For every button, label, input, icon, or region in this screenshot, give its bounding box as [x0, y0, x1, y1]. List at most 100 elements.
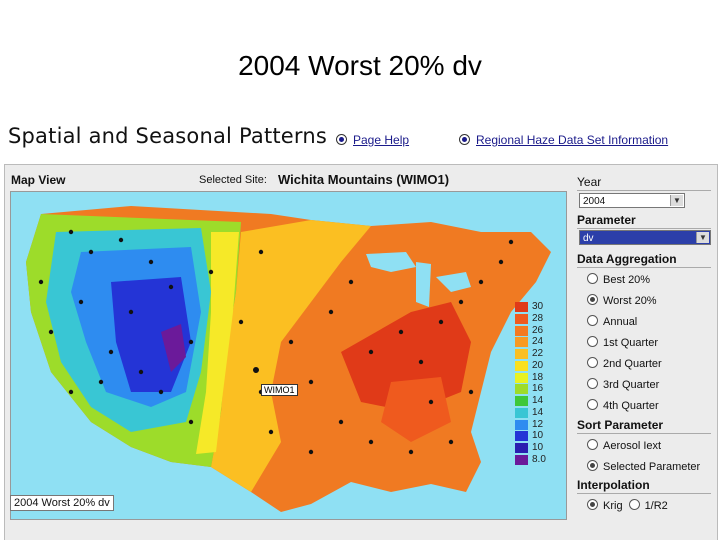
- scale-entry: 10: [515, 430, 563, 442]
- radio-option[interactable]: 3rd Quarter: [587, 377, 659, 391]
- radio-button-icon[interactable]: [587, 315, 598, 326]
- radio-label: 1st Quarter: [603, 337, 659, 349]
- scale-swatch: [515, 372, 528, 383]
- radio-option[interactable]: Best 20%: [587, 272, 650, 286]
- scale-swatch: [515, 313, 528, 324]
- slide-title: 2004 Worst 20% dv: [238, 50, 482, 81]
- year-label: Year: [577, 175, 711, 191]
- scale-entry: 16: [515, 383, 563, 395]
- radio-option[interactable]: 1st Quarter: [587, 335, 658, 349]
- radio-button-icon[interactable]: [587, 357, 598, 368]
- page-help-label: Page Help: [353, 133, 410, 147]
- scale-label: 18: [532, 371, 544, 383]
- color-scale-legend: 30 28 26 24 22 20 18 16 14 14 12 10 10 8.0: [515, 301, 563, 489]
- scale-swatch: [515, 407, 528, 418]
- scale-label: 8.0: [532, 453, 546, 465]
- radio-button-icon[interactable]: [587, 460, 598, 471]
- scale-label: 20: [532, 359, 544, 371]
- scale-swatch: [515, 360, 528, 371]
- chevron-down-icon[interactable]: ▼: [696, 232, 709, 243]
- radio-option[interactable]: Aerosol Iext: [587, 438, 661, 452]
- parameter-label: Parameter: [577, 213, 711, 229]
- scale-label: 24: [532, 336, 544, 348]
- scale-swatch: [515, 454, 528, 465]
- scale-entry: 10: [515, 442, 563, 454]
- scale-label: 12: [532, 418, 544, 430]
- radio-label: Aerosol Iext: [603, 440, 662, 452]
- radio-option[interactable]: Annual: [587, 314, 637, 328]
- radio-button-icon[interactable]: [587, 378, 598, 389]
- selected-site-value: Wichita Mountains (WIMO1): [278, 172, 450, 187]
- scale-label: 16: [532, 383, 544, 395]
- scale-label: 14: [532, 395, 544, 406]
- radio-button-icon[interactable]: [587, 499, 598, 510]
- scale-label: 10: [532, 430, 544, 442]
- radio-label: Krig: [603, 500, 623, 512]
- scale-entry: 22: [515, 348, 563, 360]
- scale-swatch: [515, 443, 528, 453]
- regional-haze-label: Regional Haze Data Set Information: [476, 133, 669, 147]
- parameter-select[interactable]: dv ▼: [579, 230, 711, 245]
- interp-option[interactable]: Krig: [587, 499, 623, 512]
- radio-label: 1/R2: [644, 500, 668, 512]
- scale-entry: 14: [515, 407, 563, 419]
- app-header: Spatial and Seasonal Patterns Page Help …: [0, 114, 720, 160]
- radio-label: Best 20%: [603, 274, 651, 286]
- scale-swatch: [515, 431, 528, 442]
- scale-swatch: [515, 384, 528, 395]
- scale-swatch: [515, 302, 528, 312]
- selected-site-label: Selected Site:: [199, 174, 267, 186]
- radio-button-icon[interactable]: [587, 399, 598, 410]
- interp-option[interactable]: 1/R2: [628, 499, 668, 512]
- scale-entry: 18: [515, 372, 563, 384]
- scale-label: 28: [532, 312, 544, 324]
- scale-swatch: [515, 419, 528, 430]
- scale-entry: 28: [515, 313, 563, 325]
- regional-haze-link[interactable]: Regional Haze Data Set Information: [459, 133, 668, 147]
- sort-parameter-label: Sort Parameter: [577, 418, 711, 434]
- map-caption: 2004 Worst 20% dv: [10, 495, 114, 511]
- scale-label: 22: [532, 348, 544, 359]
- interpolation-options: Krig 1/R2: [587, 498, 674, 512]
- radio-button-icon[interactable]: [587, 273, 598, 284]
- radio-button-icon[interactable]: [628, 499, 640, 510]
- radio-label: 2nd Quarter: [603, 358, 662, 370]
- bullet-icon: [459, 134, 470, 145]
- scale-label: 10: [532, 442, 544, 453]
- contour-map[interactable]: WIMO1: [10, 191, 567, 520]
- year-select[interactable]: 2004 ▼: [579, 193, 685, 208]
- scale-entry: 14: [515, 395, 563, 407]
- aggregation-label: Data Aggregation: [577, 252, 711, 268]
- map-view-title: Map View: [11, 173, 66, 187]
- scale-swatch: [515, 325, 528, 336]
- radio-option[interactable]: Selected Parameter: [587, 459, 700, 473]
- scale-swatch: [515, 396, 528, 406]
- radio-label: 4th Quarter: [603, 400, 659, 412]
- radio-button-icon[interactable]: [587, 294, 598, 305]
- us-map-svg: [11, 192, 566, 519]
- page-help-link[interactable]: Page Help: [336, 133, 409, 147]
- scale-entry: 20: [515, 360, 563, 372]
- chevron-down-icon[interactable]: ▼: [670, 195, 683, 206]
- radio-option[interactable]: Worst 20%: [587, 293, 657, 307]
- radio-option[interactable]: 4th Quarter: [587, 398, 659, 412]
- radio-label: Selected Parameter: [603, 461, 701, 473]
- scale-label: 30: [532, 301, 544, 312]
- radio-option[interactable]: 2nd Quarter: [587, 356, 662, 370]
- scale-swatch: [515, 337, 528, 348]
- wimo1-marker[interactable]: WIMO1: [261, 384, 298, 396]
- year-select-value: 2004: [583, 196, 606, 207]
- radio-button-icon[interactable]: [587, 336, 598, 347]
- interpolation-label: Interpolation: [577, 478, 711, 494]
- app-window: Spatial and Seasonal Patterns Page Help …: [0, 114, 720, 540]
- radio-label: Worst 20%: [603, 295, 657, 307]
- bullet-icon: [336, 134, 347, 145]
- scale-entry: 30: [515, 301, 563, 313]
- main-panel: Map View Selected Site: Wichita Mountain…: [4, 164, 718, 540]
- scale-entry: 12: [515, 419, 563, 431]
- parameter-select-value: dv: [583, 233, 594, 244]
- radio-button-icon[interactable]: [587, 439, 598, 450]
- scale-entry: 24: [515, 336, 563, 348]
- scale-swatch: [515, 349, 528, 359]
- scale-entry: 8.0: [515, 454, 563, 466]
